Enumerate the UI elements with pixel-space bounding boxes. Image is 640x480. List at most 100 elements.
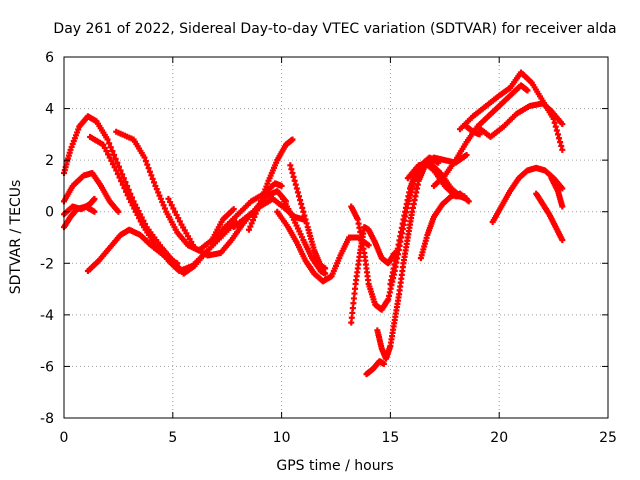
x-tick-label: 15: [381, 430, 399, 446]
data-point: [559, 237, 566, 244]
data-point: [105, 151, 112, 158]
data-point: [114, 171, 121, 178]
data-point: [109, 148, 116, 155]
data-point: [171, 208, 178, 215]
series-arc-27: [548, 175, 566, 210]
data-point: [524, 87, 531, 94]
x-tick-label: 0: [60, 430, 69, 446]
data-point: [155, 189, 162, 196]
chart-title: Day 261 of 2022, Sidereal Day-to-day VTE…: [53, 21, 616, 37]
y-tick-label: 0: [45, 205, 54, 221]
data-point: [157, 195, 164, 202]
data-point: [230, 206, 237, 213]
data-point: [118, 178, 125, 185]
series-arc-15: [348, 224, 398, 326]
y-tick-label: -2: [40, 256, 54, 272]
data-point: [116, 174, 123, 181]
data-point: [168, 202, 175, 209]
data-point: [559, 121, 566, 128]
data-point: [156, 192, 163, 199]
series-arc-02: [61, 170, 122, 215]
y-axis-label: SDTVAR / TECUs: [8, 180, 24, 295]
data-point: [322, 270, 329, 277]
data-point: [144, 161, 151, 168]
data-point: [559, 203, 566, 210]
data-point: [255, 204, 262, 211]
x-tick-label: 25: [599, 430, 617, 446]
data-point: [129, 202, 136, 209]
x-tick-label: 5: [168, 430, 177, 446]
data-point: [146, 168, 153, 175]
x-axis-label: GPS time / hours: [276, 458, 393, 474]
data-point: [380, 360, 387, 367]
data-point: [104, 136, 111, 143]
data-point: [121, 185, 128, 192]
data-point: [114, 159, 121, 166]
data-point: [559, 185, 566, 192]
data-point: [113, 167, 120, 174]
series-arc-13: [287, 162, 329, 272]
data-point: [111, 164, 118, 171]
series-arc-19: [387, 159, 468, 287]
axis-ticks: 0 5 10 15 20 25 -8 -6 -4 -2 0 2 4 6: [40, 50, 617, 446]
series-arc-05: [84, 226, 181, 275]
data-point: [476, 131, 483, 138]
series-arc-12: [274, 208, 372, 285]
data-point: [148, 172, 155, 179]
data-point: [174, 260, 181, 267]
x-tick-label: 20: [490, 430, 508, 446]
data-point: [289, 136, 296, 143]
series-arc-21: [417, 190, 472, 262]
data-point: [103, 148, 110, 155]
data-point: [136, 215, 143, 222]
data-point: [252, 210, 259, 217]
data-point: [91, 195, 98, 202]
data-point: [123, 188, 130, 195]
series-arc-26: [533, 190, 566, 244]
data-points: [61, 69, 566, 378]
data-point: [132, 208, 139, 215]
data-point: [127, 199, 134, 206]
y-tick-label: 2: [45, 153, 54, 169]
y-tick-label: -8: [40, 411, 54, 427]
data-point: [145, 165, 152, 172]
data-point: [106, 140, 113, 147]
data-point: [278, 182, 285, 189]
data-point: [109, 161, 116, 168]
data-point: [112, 155, 119, 162]
data-point: [151, 179, 158, 186]
data-point: [247, 223, 254, 230]
data-point: [115, 208, 122, 215]
series-arc-24: [474, 100, 566, 140]
data-point: [141, 154, 148, 161]
data-point: [100, 141, 107, 148]
data-point: [176, 218, 183, 225]
y-tick-label: 6: [45, 50, 54, 66]
data-point: [170, 205, 177, 212]
data-point: [463, 151, 470, 158]
data-point: [131, 205, 138, 212]
y-tick-label: 4: [45, 102, 54, 118]
plot-frame: [63, 56, 609, 419]
data-point: [251, 213, 258, 220]
data-point: [149, 175, 156, 182]
data-point: [137, 218, 144, 225]
series-arc-14: [278, 193, 329, 277]
series-arc-17: [374, 151, 470, 362]
data-point: [254, 207, 261, 214]
data-point: [126, 195, 133, 202]
data-point: [101, 144, 108, 151]
data-point: [108, 157, 115, 164]
y-tick-label: -6: [40, 359, 54, 375]
data-point: [175, 215, 182, 222]
data-point: [465, 198, 472, 205]
data-point: [167, 199, 174, 206]
data-point: [365, 242, 372, 249]
series-arc-28: [463, 123, 483, 138]
data-point: [142, 158, 149, 165]
series-arc-01: [61, 113, 211, 277]
data-point: [153, 186, 160, 193]
data-point: [119, 181, 126, 188]
data-point: [165, 195, 172, 202]
